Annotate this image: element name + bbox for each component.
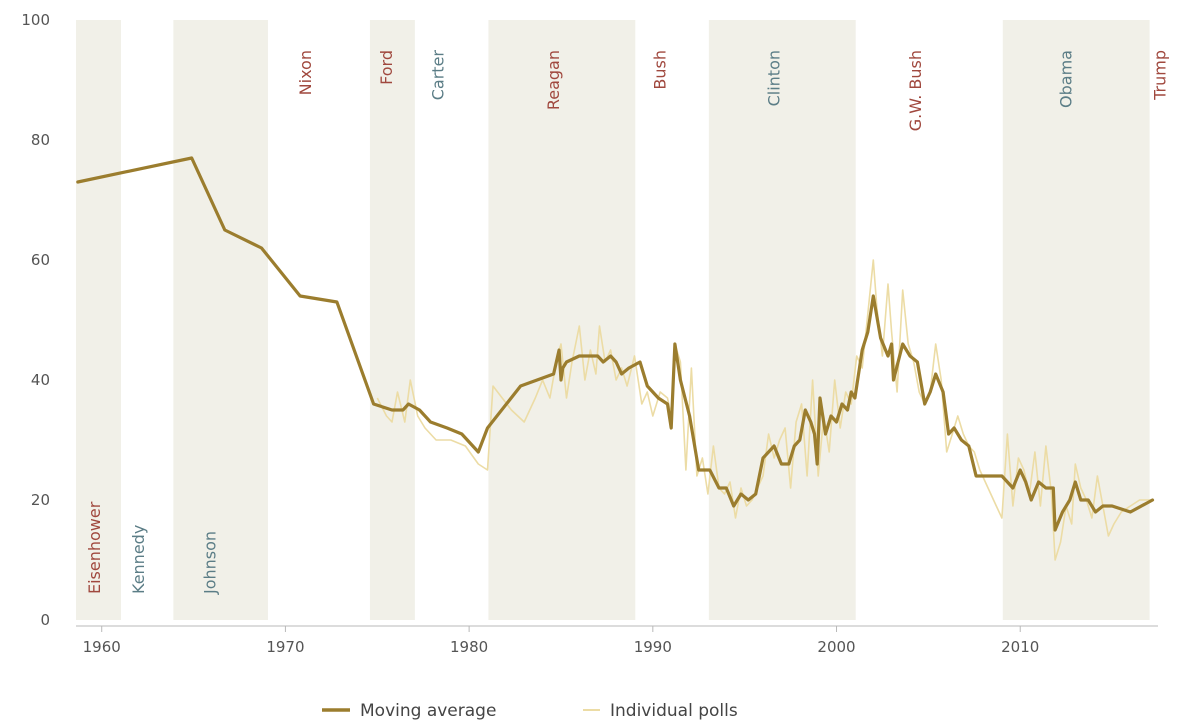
- president-label-eisenhower: Eisenhower: [85, 501, 104, 594]
- term-band-g-w-bush: [855, 20, 1003, 620]
- y-tick-label: 40: [31, 371, 50, 389]
- president-term-bands: [76, 20, 1158, 620]
- term-band-bush: [635, 20, 709, 620]
- term-band-clinton: [708, 20, 856, 620]
- president-label-johnson: Johnson: [201, 531, 220, 595]
- term-band-eisenhower: [76, 20, 122, 620]
- term-band-reagan: [488, 20, 636, 620]
- president-label-trump: Trump: [1150, 50, 1169, 101]
- y-tick-label: 20: [31, 491, 50, 509]
- president-label-kennedy: Kennedy: [129, 525, 148, 594]
- y-tick-label: 100: [21, 11, 50, 29]
- x-tick-label: 2000: [817, 638, 855, 656]
- y-tick-label: 0: [40, 611, 50, 629]
- term-band-obama: [1002, 20, 1150, 620]
- term-band-kennedy: [121, 20, 174, 620]
- president-labels: Eisenhower Kennedy Johnson Nixon Ford Carter R…: [85, 50, 1169, 595]
- term-band-nixon: [267, 20, 370, 620]
- y-axis: 0 20 40 60 80 100: [21, 11, 50, 629]
- x-tick-label: 1970: [266, 638, 304, 656]
- x-tick-label: 1960: [83, 638, 121, 656]
- term-band-ford: [369, 20, 415, 620]
- president-label-clinton: Clinton: [765, 50, 784, 106]
- x-tick-label: 2010: [1001, 638, 1039, 656]
- moving-average-line: [76, 156, 1155, 532]
- y-tick-label: 80: [31, 131, 50, 149]
- individual-polls-line: [376, 259, 1151, 561]
- president-label-bush: Bush: [651, 50, 670, 90]
- term-band-trump: [1149, 20, 1158, 620]
- president-label-g-w-bush: G.W. Bush: [906, 50, 925, 131]
- president-label-nixon: Nixon: [296, 50, 315, 95]
- president-label-reagan: Reagan: [544, 50, 563, 110]
- president-label-obama: Obama: [1057, 50, 1076, 108]
- x-tick-label: 1990: [634, 638, 672, 656]
- term-band-johnson: [173, 20, 268, 620]
- legend-label-individual-polls: Individual polls: [610, 701, 738, 721]
- legend: Moving average Individual polls: [322, 701, 738, 721]
- president-label-ford: Ford: [377, 50, 396, 85]
- term-band-carter: [414, 20, 489, 620]
- x-axis: 1960 1970 1980 1990 2000 2010: [76, 625, 1158, 656]
- legend-label-moving-average: Moving average: [360, 701, 496, 721]
- y-tick-label: 60: [31, 251, 50, 269]
- x-tick-label: 1980: [450, 638, 488, 656]
- president-label-carter: Carter: [428, 50, 447, 101]
